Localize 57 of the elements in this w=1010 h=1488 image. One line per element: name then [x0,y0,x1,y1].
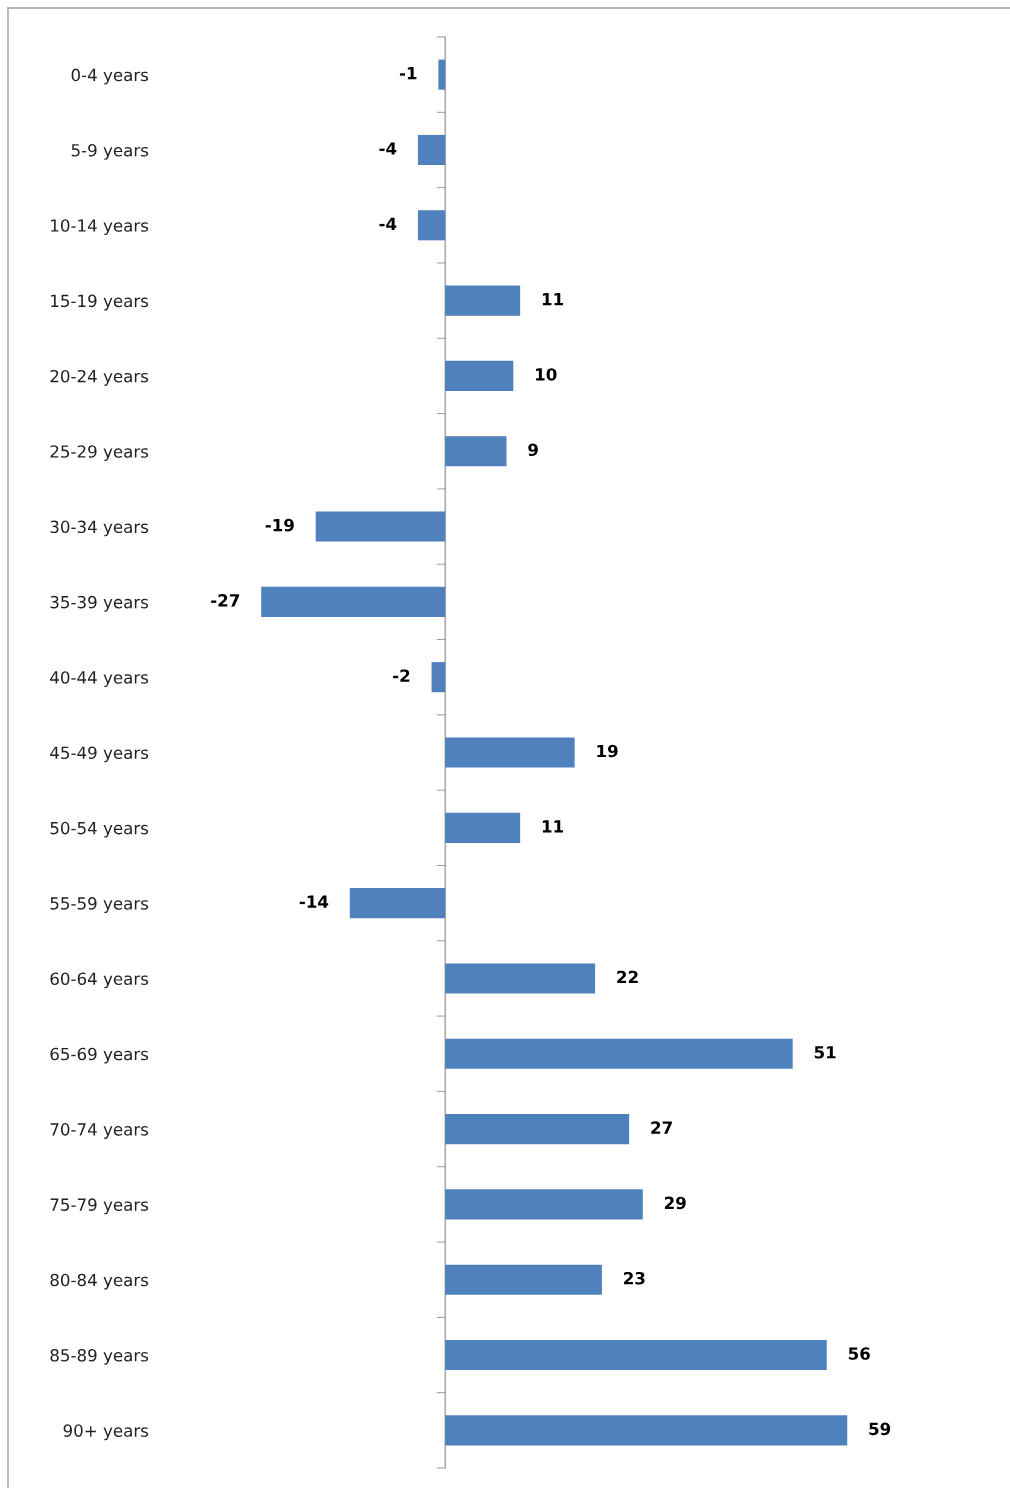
bar [445,1189,643,1220]
bar [315,511,446,542]
y-tick-label: 75-79 years [50,1198,149,1215]
data-label: -1 [399,67,417,80]
bar [349,888,446,919]
y-tick-label: 50-54 years [50,821,149,838]
data-label: 9 [528,443,538,457]
y-tick-label: 20-24 years [50,369,149,386]
data-label: -4 [379,142,397,155]
data-label: 59 [869,1422,891,1436]
bar [438,59,446,90]
bar [445,436,507,467]
data-label: 11 [542,293,564,306]
bar [417,210,446,241]
data-label: 27 [651,1121,672,1134]
y-tick-label: 5-9 years [71,143,149,160]
bar [417,134,446,166]
y-tick-label: 35-39 years [50,595,149,612]
bar [445,360,514,391]
bar [445,285,521,316]
bar [445,737,575,768]
y-tick-label: 80-84 years [50,1273,149,1290]
data-label: 22 [617,970,638,984]
data-label: 29 [664,1196,686,1210]
data-label: -27 [211,594,240,607]
data-label: 11 [542,820,564,833]
y-tick-label: 55-59 years [50,897,149,913]
y-tick-label: 25-29 years [50,445,149,462]
bar [445,1038,793,1069]
data-label: 51 [814,1046,836,1059]
data-label: 56 [848,1347,870,1360]
y-tick-label: 45-49 years [50,746,149,763]
y-tick-label: 90+ years [63,1424,149,1441]
bar [261,586,446,617]
bar [445,1114,630,1145]
bar [445,1264,602,1295]
data-label: 23 [624,1271,645,1285]
y-tick-label: 30-34 years [50,520,149,537]
bar [445,812,521,843]
bar [431,662,446,693]
data-label: 19 [597,744,618,758]
data-label: -2 [393,669,410,682]
bar [445,963,596,994]
y-tick-label: 10-14 years [51,219,149,236]
y-tick-label: 70-74 years [50,1123,149,1139]
data-label: -19 [265,518,294,532]
data-label: 10 [536,368,557,381]
y-tick-label: 0-4 years [71,68,149,85]
data-label: -14 [299,895,329,908]
data-label: -4 [379,217,397,230]
y-tick-label: 60-64 years [50,972,149,989]
y-tick-label: 65-69 years [50,1047,149,1064]
y-tick-label: 85-89 years [50,1348,149,1365]
bar [445,1415,848,1446]
bar [445,1339,827,1371]
y-tick-label: 15-19 years [51,294,149,311]
y-tick-label: 40-44 years [50,671,149,687]
